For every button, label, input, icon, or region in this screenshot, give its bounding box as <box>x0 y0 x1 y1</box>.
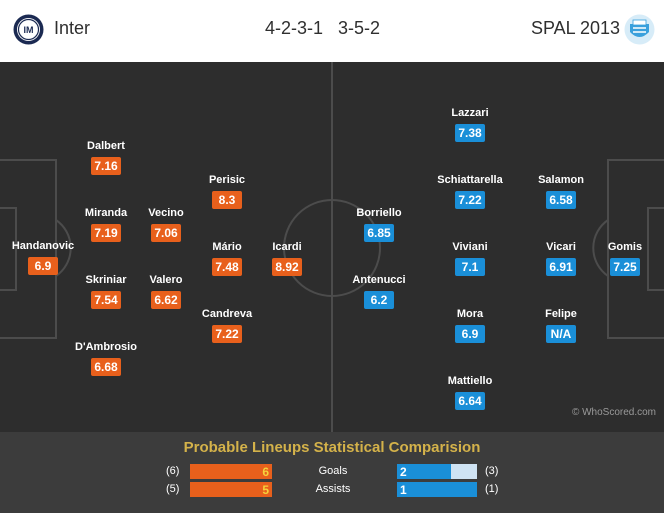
pitch: Handanovic 6.9 Dalbert 7.16 Miranda 7.19… <box>0 62 664 432</box>
pitch-markings <box>0 62 664 432</box>
player-rating: 7.22 <box>212 325 242 343</box>
player-rating: 7.38 <box>455 124 485 142</box>
player-name: Gomis <box>607 241 643 253</box>
player-salamon[interactable]: Salamon 6.58 <box>521 174 601 209</box>
player-rating: 7.1 <box>455 258 485 276</box>
home-total: (6) <box>166 465 180 477</box>
away-goals-bar: 2 <box>397 464 477 479</box>
player-name: Perisic <box>208 174 246 186</box>
player-vicari[interactable]: Vicari 6.91 <box>521 241 601 276</box>
home-formation: 4-2-3-1 <box>265 18 324 38</box>
player-name: Mattiello <box>447 375 493 387</box>
stat-label: Assists <box>315 483 351 495</box>
player-rating: 7.25 <box>610 258 640 276</box>
player-name: Felipe <box>545 308 577 320</box>
whoscored-watermark: © WhoScored.com <box>571 407 656 418</box>
player-viviani[interactable]: Viviani 7.1 <box>430 241 510 276</box>
player-felipe[interactable]: Felipe N/A <box>521 308 601 343</box>
player-rating: 6.64 <box>455 392 485 410</box>
player-skriniar[interactable]: Skriniar 7.54 <box>66 274 146 309</box>
player-mario[interactable]: Mário 7.48 <box>187 241 267 276</box>
away-team-name[interactable]: SPAL 2013 <box>531 18 621 38</box>
player-name: Viviani <box>452 241 488 253</box>
svg-text:IM: IM <box>24 25 34 35</box>
player-icardi[interactable]: Icardi 8.92 <box>247 241 327 276</box>
player-name: Handanovic <box>11 240 75 252</box>
player-rating: 7.22 <box>455 191 485 209</box>
player-lazzari[interactable]: Lazzari 7.38 <box>430 107 510 142</box>
player-name: Borriello <box>356 207 402 219</box>
player-name: Vicari <box>546 241 576 253</box>
player-name: Antenucci <box>352 274 406 286</box>
away-assists-value: 1 <box>400 483 407 497</box>
player-name: Salamon <box>538 174 584 186</box>
home-team-name[interactable]: Inter <box>54 18 91 38</box>
player-schiattarella[interactable]: Schiattarella 7.22 <box>430 174 510 209</box>
player-rating: 6.85 <box>364 224 394 242</box>
comparison-title: Probable Lineups Statistical Comparision <box>183 439 481 456</box>
away-goals-value: 2 <box>400 465 407 479</box>
player-name: Vecino <box>148 207 184 219</box>
lineup-comparison: Probable Lineups Statistical Comparision… <box>0 432 664 513</box>
player-rating: 7.54 <box>91 291 121 309</box>
player-rating: 6.62 <box>151 291 181 309</box>
player-rating: 7.19 <box>91 224 121 242</box>
player-name: Miranda <box>84 207 128 219</box>
home-assists-value: 5 <box>262 483 269 497</box>
player-name: Candreva <box>201 308 253 320</box>
player-name: D'Ambrosio <box>75 341 137 353</box>
stat-label: Goals <box>318 465 348 477</box>
player-rating: 8.3 <box>212 191 242 209</box>
player-name: Dalbert <box>87 140 125 152</box>
stat-row-assists: (5) 5 Assists 1 (1) <box>0 482 664 499</box>
away-total: (3) <box>485 465 499 477</box>
player-name: Mário <box>212 241 242 253</box>
player-gomis[interactable]: Gomis 7.25 <box>585 241 664 276</box>
player-rating: 7.48 <box>212 258 242 276</box>
away-goals-remainder <box>450 464 477 479</box>
player-rating: 6.2 <box>364 291 394 309</box>
home-goals-bar: 6 <box>190 464 272 479</box>
home-total: (5) <box>166 483 180 495</box>
player-miranda[interactable]: Miranda 7.19 <box>66 207 146 242</box>
player-name: Mora <box>456 308 484 320</box>
player-mora[interactable]: Mora 6.9 <box>430 308 510 343</box>
away-formation: 3-5-2 <box>338 18 381 38</box>
home-assists-bar: 5 <box>190 482 272 497</box>
player-name: Skriniar <box>85 274 127 286</box>
player-dalbert[interactable]: Dalbert 7.16 <box>66 140 146 175</box>
player-dambrosio[interactable]: D'Ambrosio 6.68 <box>66 341 146 376</box>
player-rating: 8.92 <box>272 258 302 276</box>
spal-crest-icon <box>624 14 655 45</box>
player-name: Schiattarella <box>437 174 503 186</box>
player-rating: 6.58 <box>546 191 576 209</box>
player-borriello[interactable]: Borriello 6.85 <box>339 207 419 242</box>
match-header: IM Inter 4-2-3-1 3-5-2 SPAL 2013 <box>0 0 664 62</box>
player-perisic[interactable]: Perisic 8.3 <box>187 174 267 209</box>
player-rating: 6.9 <box>28 257 58 275</box>
inter-crest-icon: IM <box>13 14 44 45</box>
player-rating: 6.68 <box>91 358 121 376</box>
player-handanovic[interactable]: Handanovic 6.9 <box>3 240 83 275</box>
home-goals-value: 6 <box>262 465 269 479</box>
player-name: Valero <box>149 274 183 286</box>
player-mattiello[interactable]: Mattiello 6.64 <box>430 375 510 410</box>
player-candreva[interactable]: Candreva 7.22 <box>187 308 267 343</box>
player-rating: 6.9 <box>455 325 485 343</box>
away-assists-bar: 1 <box>397 482 477 497</box>
player-rating: 7.06 <box>151 224 181 242</box>
player-name: Lazzari <box>451 107 489 119</box>
player-rating: 7.16 <box>91 157 121 175</box>
player-rating: N/A <box>546 325 576 343</box>
away-total: (1) <box>485 483 499 495</box>
stat-row-goals: (6) 6 Goals 2 (3) <box>0 464 664 481</box>
player-rating: 6.91 <box>546 258 576 276</box>
player-name: Icardi <box>272 241 302 253</box>
player-antenucci[interactable]: Antenucci 6.2 <box>339 274 419 309</box>
player-valero[interactable]: Valero 6.62 <box>126 274 206 309</box>
player-vecino[interactable]: Vecino 7.06 <box>126 207 206 242</box>
